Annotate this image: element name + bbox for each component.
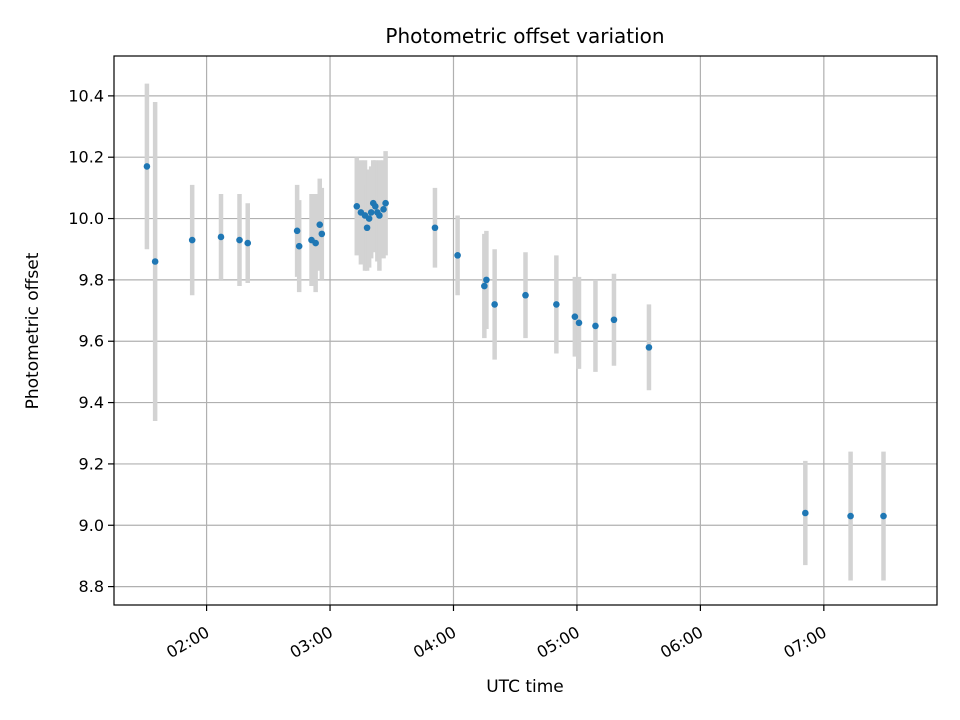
- data-point: [316, 221, 324, 228]
- data-point: [365, 215, 373, 222]
- data-point: [188, 236, 196, 244]
- data-point: [802, 509, 809, 517]
- data-point: [217, 233, 225, 241]
- data-point: [151, 258, 159, 265]
- y-tick-label: 9.4: [79, 393, 104, 412]
- data-point: [880, 512, 887, 520]
- data-point: [367, 209, 375, 216]
- data-point: [244, 239, 252, 247]
- data-point: [522, 291, 529, 299]
- y-tick-label: 10.0: [68, 209, 104, 228]
- data-point: [372, 202, 379, 210]
- plot-frame: [113, 55, 938, 606]
- y-tick-label: 9.6: [79, 332, 104, 351]
- data-point: [454, 252, 461, 259]
- data-point: [592, 322, 599, 330]
- data-point: [575, 319, 583, 327]
- grid: [114, 56, 937, 605]
- data-point: [382, 199, 389, 207]
- y-tick-label: 8.8: [79, 577, 104, 596]
- data-point: [847, 512, 854, 520]
- y-tick-label: 10.4: [68, 86, 104, 105]
- y-tick-label: 9.0: [79, 516, 104, 535]
- data-point: [491, 301, 498, 308]
- data-point: [143, 163, 151, 170]
- data-point: [376, 212, 383, 219]
- data-points: [143, 163, 887, 520]
- data-point: [645, 344, 653, 351]
- y-tick-label: 9.2: [79, 454, 104, 473]
- data-point: [571, 313, 579, 320]
- y-axis: 8.8 9.0 9.2 9.4 9.6 9.8 10.0 10.2 10.4: [68, 86, 114, 596]
- data-point: [353, 202, 361, 210]
- data-point: [312, 239, 319, 247]
- data-point: [380, 206, 387, 213]
- data-point: [293, 227, 301, 235]
- y-tick-label: 10.2: [68, 148, 104, 167]
- data-point: [610, 316, 618, 324]
- data-point: [295, 242, 303, 250]
- data-point: [483, 276, 490, 284]
- data-point: [431, 224, 439, 232]
- y-axis-title: Photometric offset: [23, 252, 43, 409]
- data-point: [481, 282, 488, 290]
- data-point: [318, 230, 326, 238]
- data-point: [363, 224, 371, 232]
- y-tick-label: 9.8: [79, 270, 104, 289]
- data-point: [236, 236, 243, 244]
- data-point: [553, 301, 560, 308]
- chart-title: Photometric offset variation: [385, 24, 664, 48]
- x-axis-title: UTC time: [486, 677, 564, 697]
